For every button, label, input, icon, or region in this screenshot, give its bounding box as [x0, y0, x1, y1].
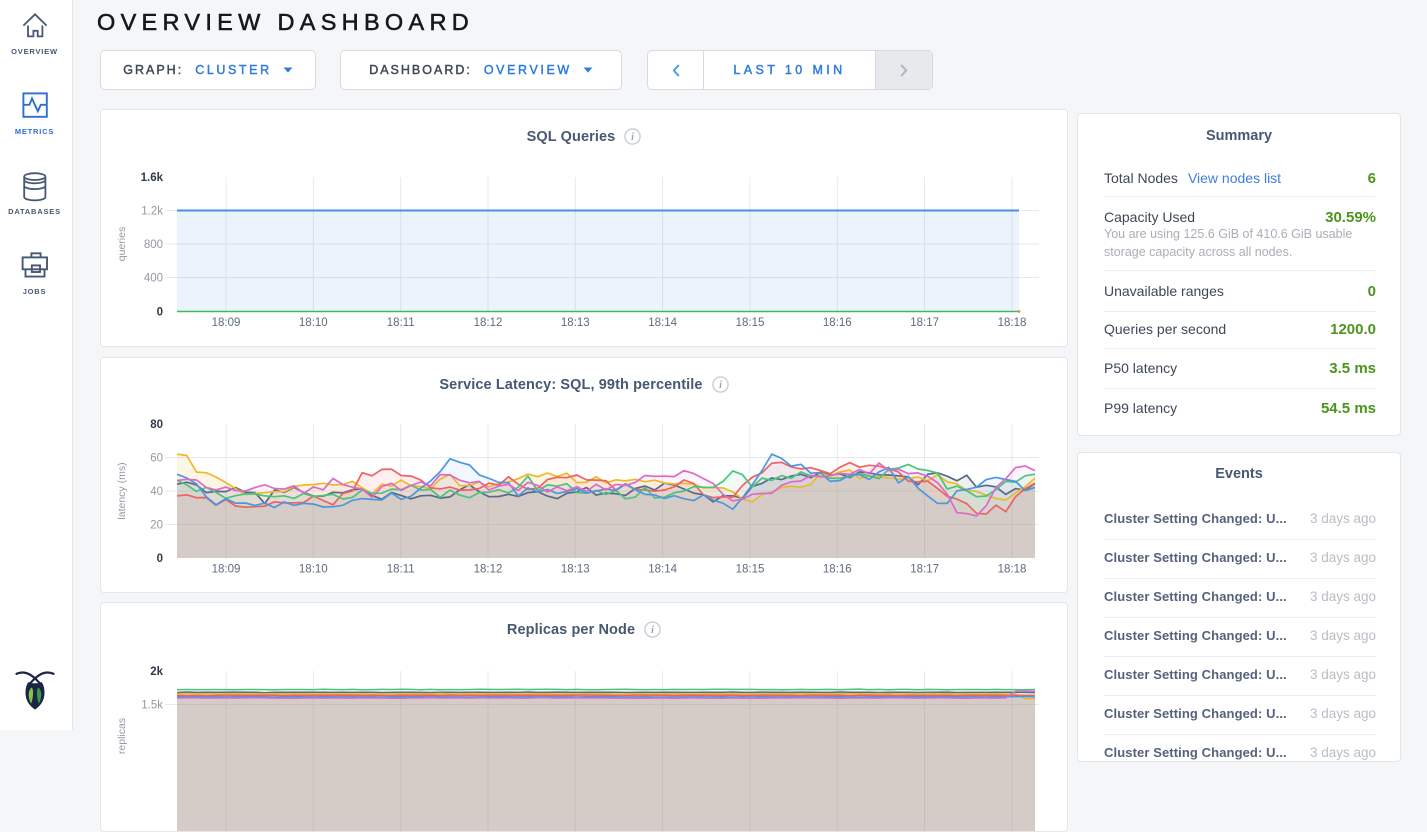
- svg-text:20: 20: [150, 520, 163, 532]
- svg-text:18:10: 18:10: [299, 564, 328, 576]
- svg-text:i: i: [651, 625, 654, 636]
- svg-text:18:14: 18:14: [648, 317, 677, 329]
- svg-text:18:17: 18:17: [910, 317, 939, 329]
- svg-text:18:17: 18:17: [910, 564, 939, 576]
- svg-text:18:14: 18:14: [648, 564, 677, 576]
- svg-text:18:18: 18:18: [998, 564, 1027, 576]
- svg-text:18:10: 18:10: [299, 317, 328, 329]
- svg-text:40: 40: [150, 486, 163, 498]
- svg-text:18:16: 18:16: [823, 317, 852, 329]
- svg-text:18:12: 18:12: [474, 564, 503, 576]
- svg-text:1.2k: 1.2k: [141, 206, 163, 218]
- svg-text:60: 60: [150, 453, 163, 465]
- svg-text:i: i: [631, 132, 634, 143]
- svg-text:80: 80: [150, 419, 163, 431]
- svg-text:18:18: 18:18: [998, 317, 1027, 329]
- svg-text:18:09: 18:09: [212, 564, 241, 576]
- svg-text:18:09: 18:09: [212, 317, 241, 329]
- svg-text:0: 0: [157, 553, 163, 565]
- svg-text:18:15: 18:15: [736, 564, 765, 576]
- svg-text:18:11: 18:11: [387, 317, 415, 329]
- svg-text:2k: 2k: [150, 666, 163, 678]
- svg-text:replicas: replicas: [116, 718, 128, 754]
- svg-text:18:12: 18:12: [474, 317, 503, 329]
- svg-text:18:15: 18:15: [736, 317, 765, 329]
- svg-text:0: 0: [157, 307, 163, 319]
- svg-text:800: 800: [144, 239, 163, 251]
- svg-text:18:16: 18:16: [823, 564, 852, 576]
- svg-text:18:13: 18:13: [561, 564, 590, 576]
- svg-text:18:13: 18:13: [561, 317, 590, 329]
- svg-text:400: 400: [144, 273, 163, 285]
- svg-text:latency (ms): latency (ms): [116, 462, 128, 519]
- svg-text:i: i: [719, 380, 722, 391]
- svg-text:1.6k: 1.6k: [141, 172, 164, 184]
- svg-text:queries: queries: [116, 227, 128, 261]
- svg-text:18:11: 18:11: [387, 564, 415, 576]
- svg-text:1.5k: 1.5k: [141, 700, 163, 712]
